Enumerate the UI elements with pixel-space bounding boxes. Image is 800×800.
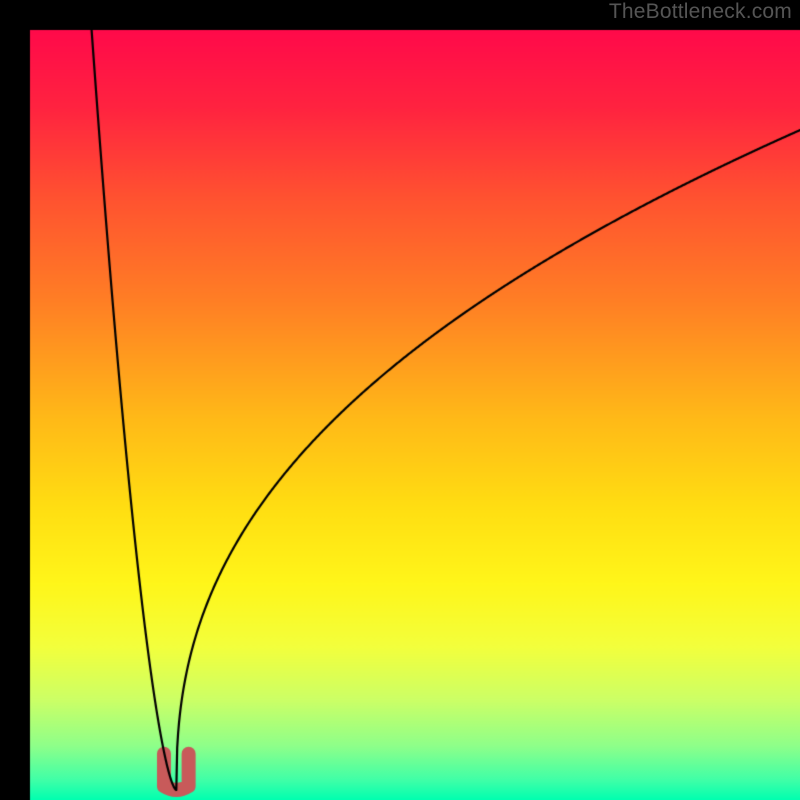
watermark-text: TheBottleneck.com [609,0,792,24]
chart-container: TheBottleneck.com [0,0,800,800]
bottleneck-curve-chart [0,0,800,800]
